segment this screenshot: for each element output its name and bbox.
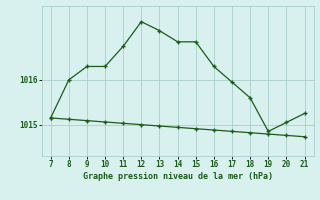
- X-axis label: Graphe pression niveau de la mer (hPa): Graphe pression niveau de la mer (hPa): [83, 172, 273, 181]
